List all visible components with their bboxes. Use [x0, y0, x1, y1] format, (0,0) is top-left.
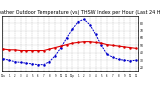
Title: Milwaukee Weather Outdoor Temperature (vs) THSW Index per Hour (Last 24 Hours): Milwaukee Weather Outdoor Temperature (v…	[0, 10, 160, 15]
